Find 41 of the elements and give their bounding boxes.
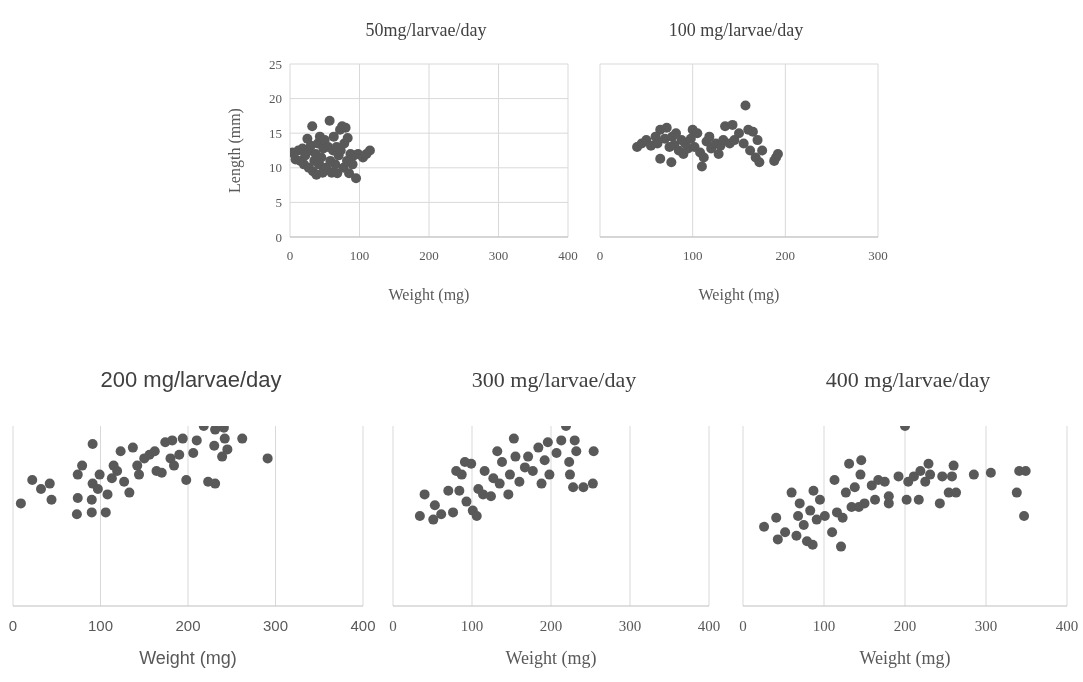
x-tick-label: 400	[558, 248, 578, 264]
chart-title: 300 mg/larvae/day	[470, 366, 638, 394]
x-tick-label: 0	[389, 617, 397, 634]
x-tick-label: 300	[974, 617, 998, 634]
x-tick-label: 400	[350, 616, 376, 634]
y-axis-title: Length (mm)	[225, 108, 244, 193]
x-axis-title: Weight (mg)	[139, 648, 237, 668]
x-tick-label: 0	[739, 617, 747, 634]
y-tick-label: 25	[269, 56, 282, 72]
x-tick-label: 100	[349, 248, 370, 264]
y-tick-label: 10	[269, 160, 282, 176]
y-tick-label: 5	[275, 195, 282, 211]
x-tick-label: 100	[87, 616, 114, 634]
x-axis-title: Weight (mg)	[505, 648, 597, 669]
x-tick-label: 0	[286, 248, 294, 264]
x-tick-label: 300	[618, 617, 642, 634]
x-tick-label: 100	[812, 617, 836, 634]
x-tick-label: 200	[539, 617, 563, 634]
chart-title: 400 mg/larvae/day	[824, 366, 992, 394]
x-tick-label: 300	[868, 248, 888, 264]
x-axis-title: Weight (mg)	[698, 286, 780, 304]
x-tick-label: 200	[419, 248, 439, 264]
y-tick-label: 20	[269, 91, 282, 107]
y-tick-label: 0	[275, 229, 282, 245]
x-tick-label: 200	[893, 617, 917, 634]
x-tick-label: 100	[682, 248, 703, 264]
x-tick-label: 200	[775, 248, 796, 264]
x-axis-title: Weight (mg)	[859, 648, 951, 669]
x-tick-label: 0	[596, 248, 604, 264]
x-tick-label: 100	[460, 617, 484, 634]
chart-title: 50mg/larvae/day	[364, 19, 488, 42]
x-tick-label: 400	[697, 617, 721, 634]
chart-title: 200 mg/larvae/day	[99, 366, 283, 394]
chart-title: 100 mg/larvae/day	[667, 19, 805, 42]
x-tick-label: 200	[175, 616, 201, 634]
x-tick-label: 400	[1055, 617, 1079, 634]
x-axis-title: Weight (mg)	[388, 286, 470, 304]
y-tick-label: 15	[269, 125, 282, 141]
x-tick-label: 300	[262, 616, 289, 634]
x-tick-label: 0	[8, 616, 18, 634]
x-tick-label: 300	[488, 248, 509, 264]
